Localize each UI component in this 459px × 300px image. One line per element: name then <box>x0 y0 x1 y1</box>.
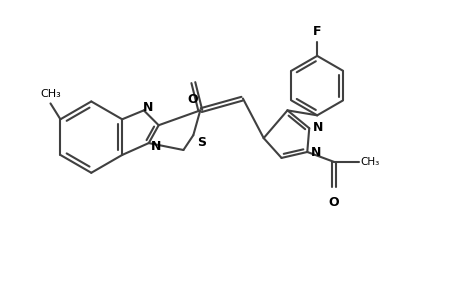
Text: F: F <box>312 25 321 38</box>
Text: S: S <box>197 136 206 148</box>
Text: N: N <box>311 146 321 160</box>
Text: CH₃: CH₃ <box>40 89 61 100</box>
Text: N: N <box>142 101 153 114</box>
Text: O: O <box>187 92 197 106</box>
Text: N: N <box>151 140 161 152</box>
Text: O: O <box>328 196 339 208</box>
Text: CH₃: CH₃ <box>360 157 379 167</box>
Text: N: N <box>313 121 323 134</box>
